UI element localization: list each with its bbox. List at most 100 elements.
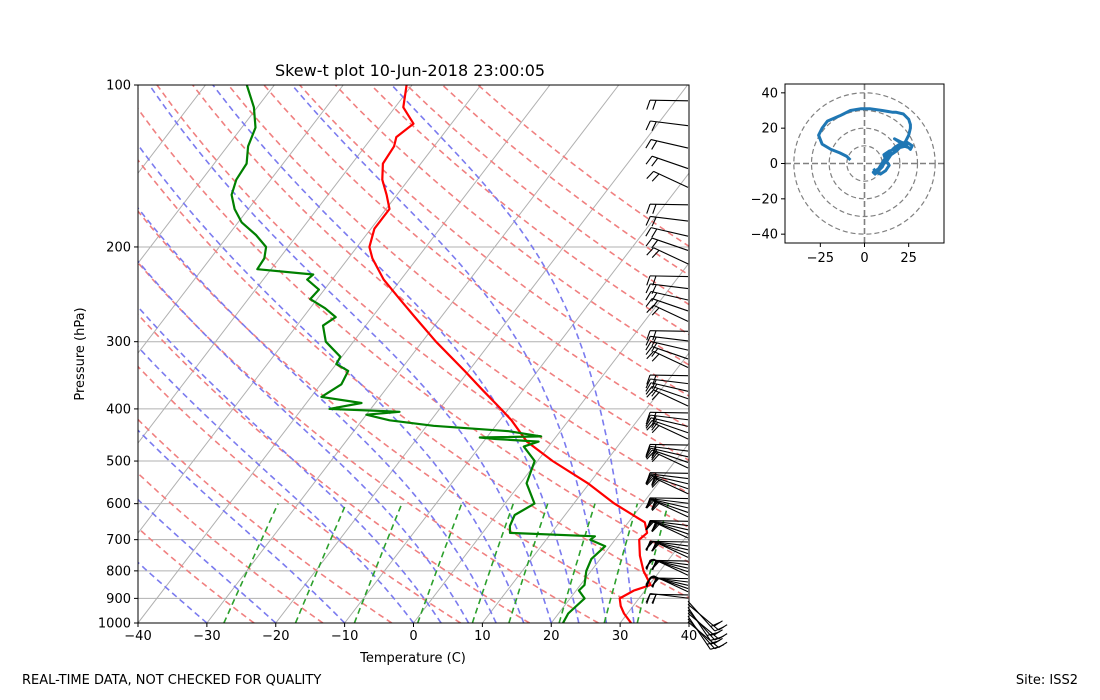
mixing-ratio-line <box>636 503 670 623</box>
dry-adiabat <box>334 85 689 366</box>
barb-staff <box>650 290 689 301</box>
barb-flag <box>651 422 659 431</box>
barb-flag <box>645 417 652 427</box>
hodo-y-tick-label: −40 <box>751 228 778 243</box>
wind-barb <box>646 500 689 518</box>
dry-adiabat <box>138 261 599 623</box>
barb-flag <box>646 451 654 460</box>
barb-flag <box>651 392 660 401</box>
mixing-ratio-line <box>294 503 347 623</box>
mixing-ratio-line <box>471 503 515 623</box>
barb-flag <box>651 121 657 132</box>
barb-flag <box>646 351 654 360</box>
barb-flag <box>645 382 652 392</box>
barb-flag <box>651 454 660 463</box>
y-tick-label: 300 <box>106 335 131 350</box>
sounding-lines <box>230 85 652 623</box>
barb-flag <box>651 449 658 459</box>
temperature-trace <box>368 85 652 623</box>
barb-flag <box>645 283 651 294</box>
barb-staff <box>649 472 689 474</box>
barb-flag <box>651 502 660 512</box>
barb-staff <box>649 559 689 562</box>
wind-barb <box>645 120 689 132</box>
barb-flag <box>651 173 660 182</box>
barb-flag <box>646 330 651 341</box>
barb-flag <box>645 291 652 301</box>
dry-adiabat <box>138 418 393 623</box>
barb-staff <box>649 577 689 580</box>
wind-barb <box>646 374 689 385</box>
hodograph-trace <box>817 107 914 176</box>
moist-adiabat <box>138 206 497 623</box>
barb-flag <box>652 100 657 110</box>
wind-barb <box>646 330 689 341</box>
barb-flag <box>651 300 659 309</box>
moist-adiabat <box>138 345 415 623</box>
barb-staff <box>651 499 689 513</box>
wind-barb <box>645 385 689 400</box>
wind-barb <box>645 378 689 390</box>
barb-flag <box>645 139 652 149</box>
barb-staff <box>653 350 689 368</box>
wind-barb <box>645 335 689 347</box>
hodo-y-tick-label: 40 <box>761 86 778 101</box>
mixing-ratio-lines <box>223 503 670 623</box>
barb-staff <box>650 283 689 290</box>
barb-flag <box>646 99 651 110</box>
isotherm-line <box>275 85 689 623</box>
wind-barbs <box>645 99 728 650</box>
barb-flag <box>645 420 653 429</box>
barb-flag <box>645 336 651 346</box>
isotherm-line <box>138 85 275 264</box>
wind-barb <box>645 283 689 294</box>
barb-staff <box>650 474 689 485</box>
barb-staff <box>653 477 689 495</box>
wind-barb <box>646 443 689 455</box>
barb-staff <box>649 497 689 500</box>
barb-staff <box>653 247 689 265</box>
barb-flag <box>652 520 657 531</box>
barb-staff <box>649 593 689 596</box>
y-tick-label: 200 <box>106 240 131 255</box>
x-tick-label: −40 <box>124 629 151 644</box>
isotherm-grid <box>138 85 689 623</box>
barb-flag <box>710 637 721 641</box>
barb-flag <box>652 541 657 552</box>
wind-barb <box>646 411 689 423</box>
barb-flag <box>651 478 659 487</box>
barb-flag <box>652 472 657 483</box>
barb-flag <box>651 451 659 461</box>
barb-staff <box>650 139 689 149</box>
barb-flag <box>646 203 651 214</box>
barb-flag <box>652 412 657 423</box>
dewpoint-trace <box>230 85 607 623</box>
dry-adiabat <box>138 472 324 623</box>
barb-staff <box>649 374 689 377</box>
barb-flag <box>710 621 721 627</box>
barb-staff <box>649 443 689 446</box>
barb-flag <box>645 298 653 307</box>
moist-adiabat-lines <box>138 85 635 623</box>
barb-staff <box>651 521 689 535</box>
barb-staff <box>651 385 689 400</box>
wind-barb <box>687 600 725 632</box>
hodograph-line <box>817 107 914 176</box>
barb-flag <box>651 383 658 393</box>
barb-flag <box>652 330 657 341</box>
barb-flag <box>652 275 657 286</box>
barb-flag <box>651 336 657 347</box>
barb-staff <box>650 520 689 531</box>
barb-flag <box>645 346 653 355</box>
y-tick-label: 400 <box>106 402 131 417</box>
barb-flag <box>652 374 657 385</box>
barb-staff <box>653 170 689 188</box>
skewt-y-ticks: 1000 900 800 700 600 500 400 300 200 100 <box>98 79 138 632</box>
barb-staff <box>650 498 689 509</box>
hodo-y-tick-label: 0 <box>770 157 778 172</box>
barb-flag <box>652 594 657 605</box>
wind-barb <box>645 346 689 360</box>
barb-staff <box>651 475 689 490</box>
hodo-y-tick-label: −20 <box>751 192 778 207</box>
barb-flag <box>645 414 651 425</box>
